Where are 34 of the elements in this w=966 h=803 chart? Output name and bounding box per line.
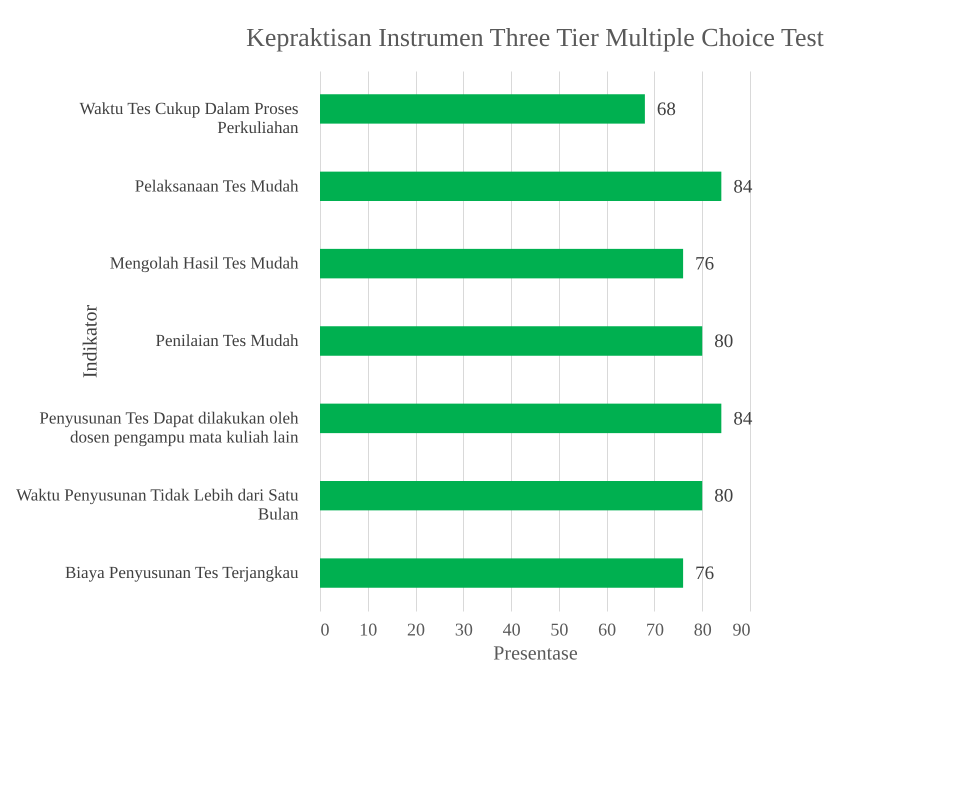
bar [320,172,722,201]
y-tick-label: Penilaian Tes Mudah [156,331,299,350]
y-tick-label: Pelaksanaan Tes Mudah [134,176,299,196]
bar [320,558,684,588]
x-tick-label: 20 [407,620,426,640]
data-label: 84 [733,176,753,198]
data-label: 76 [695,254,714,275]
y-axis-title: Indikator [80,304,102,378]
y-tick-label: Waktu Penyusunan Tidak Lebih dari Satu Bulan [16,486,299,524]
x-tick-label: 50 [550,620,568,640]
x-tick-label: 60 [598,620,616,640]
x-tick-label: 80 [694,620,712,640]
bar [320,94,645,124]
x-tick-label: 70 [646,620,664,640]
data-label: 80 [714,331,734,352]
x-tick-label: 90 [732,620,750,640]
bar [320,248,684,278]
bar [320,404,722,434]
y-tick-label: Penyusunan Tes Dapat dilakukan oleh dosen pengampu mata kuliah lain [39,408,299,446]
bar [320,326,702,356]
x-tick-label: 0 [320,620,330,640]
data-label: 80 [714,486,734,507]
chart-title: Kepraktisan Instrumen Three Tier Multiple Choice Test [246,23,825,52]
bar [320,481,702,510]
y-tick-label: Waktu Tes Cukup Dalam Proses Perkuliahan [79,98,299,137]
x-tick-label: 10 [359,620,378,640]
y-tick-label: Biaya Penyusunan Tes Terjangkau [64,563,299,582]
data-label: 76 [695,563,714,584]
data-label: 68 [656,98,676,120]
x-tick-label: 40 [502,620,521,640]
data-label: 84 [733,408,753,430]
x-tick-label: 30 [454,620,473,640]
x-axis-title: Presentase [493,642,578,664]
y-tick-label: Mengolah Hasil Tes Mudah [110,254,299,273]
